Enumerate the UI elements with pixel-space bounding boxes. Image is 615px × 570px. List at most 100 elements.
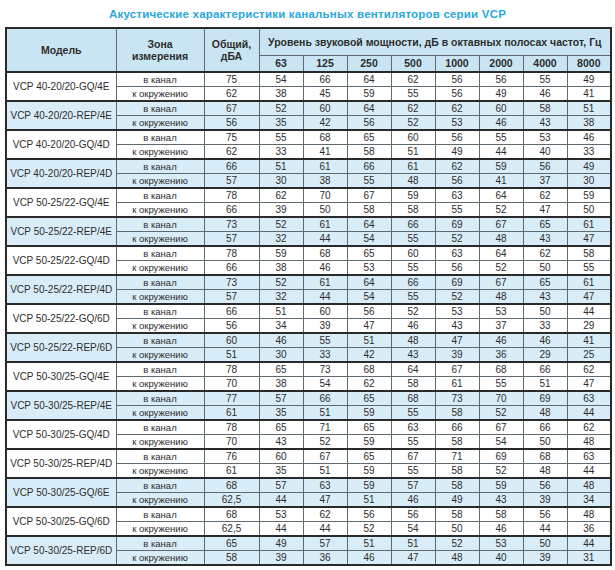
spl-value: 59 [347,435,391,450]
zone-label-in-duct: в канал [116,536,204,551]
total-dba-value: 66 [204,203,259,218]
spl-value: 25 [567,348,611,363]
zone-label-to-environment: к окружению [116,116,204,131]
spl-value: 48 [391,174,435,189]
spl-value: 30 [259,348,303,363]
spl-value: 52 [259,217,303,232]
spl-value: 56 [347,116,391,131]
spl-value: 52 [303,435,347,450]
spl-value: 52 [479,464,523,479]
total-dba-value: 62,5 [204,522,259,537]
zone-label-in-duct: в канал [116,420,204,435]
spl-value: 54 [391,522,435,537]
zone-label-in-duct: в канал [116,333,204,348]
spl-value: 51 [303,464,347,479]
model-name: VCP 50-25/22-GQ/6D [6,304,116,333]
spl-value: 51 [567,101,611,116]
spl-value: 30 [567,174,611,189]
spl-value: 64 [479,246,523,261]
col-header-model: Модель [6,28,116,72]
zone-label-to-environment: к окружению [116,551,204,566]
spl-value: 58 [567,246,611,261]
zone-label-in-duct: в канал [116,507,204,522]
table-row-in-duct: VCP 50-25/22-GQ/6Dв канал665160565253535… [6,304,611,319]
spl-value: 38 [303,174,347,189]
spl-value: 48 [567,478,611,493]
spl-value: 64 [347,275,391,290]
spl-value: 52 [435,290,479,305]
col-header-freq-4000: 4000 [523,56,567,73]
zone-label-in-duct: в канал [116,159,204,174]
spl-value: 62 [391,72,435,87]
spl-value: 45 [303,87,347,102]
spl-value: 66 [391,275,435,290]
zone-label-to-environment: к окружению [116,174,204,189]
zone-label-to-environment: к окружению [116,232,204,247]
spl-value: 69 [523,391,567,406]
total-dba-value: 62 [204,145,259,160]
spl-value: 56 [523,507,567,522]
table-row-in-duct: VCP 50-30/25-GQ/4Eв канал786573686467686… [6,362,611,377]
table-row-in-duct: VCP 50-30/25-GQ/4Dв канал786571656366676… [6,420,611,435]
total-dba-value: 57 [204,290,259,305]
table-row-in-duct: VCP 50-25/22-REP/6Dв канал60465551484746… [6,333,611,348]
spl-value: 52 [479,406,523,421]
spl-value: 43 [523,232,567,247]
spl-value: 41 [303,145,347,160]
spl-value: 54 [479,435,523,450]
spl-value: 55 [479,130,523,145]
spl-value: 57 [303,536,347,551]
spl-value: 52 [259,275,303,290]
spl-value: 43 [479,493,523,508]
spl-value: 66 [391,217,435,232]
zone-label-in-duct: в канал [116,304,204,319]
total-dba-value: 61 [204,406,259,421]
spl-value: 39 [259,203,303,218]
spl-value: 51 [391,145,435,160]
spl-value: 39 [435,348,479,363]
spl-value: 53 [435,304,479,319]
table-row-in-duct: VCP 40-20/20-REP/4Dв канал66516166616259… [6,159,611,174]
spl-value: 60 [259,449,303,464]
spl-value: 70 [479,391,523,406]
col-header-freq-63: 63 [259,56,303,73]
table-row-in-duct: VCP 50-30/25-GQ/6Dв канал685362565658585… [6,507,611,522]
spl-value: 36 [303,551,347,566]
spl-value: 39 [523,551,567,566]
table-row-in-duct: VCP 50-30/25-GQ/6Eв канал685763595758595… [6,478,611,493]
total-dba-value: 78 [204,362,259,377]
zone-label-in-duct: в канал [116,130,204,145]
spl-value: 66 [303,72,347,87]
spl-value: 46 [479,116,523,131]
spl-value: 50 [435,522,479,537]
total-dba-value: 73 [204,275,259,290]
spl-value: 33 [259,145,303,160]
spl-value: 50 [523,304,567,319]
spl-value: 67 [347,188,391,203]
spl-value: 58 [435,464,479,479]
spl-value: 49 [479,87,523,102]
spl-value: 46 [303,261,347,276]
spl-value: 59 [391,188,435,203]
table-row-in-duct: VCP 50-25/22-GQ/4Dв канал785968656063646… [6,246,611,261]
zone-label-in-duct: в канал [116,362,204,377]
spl-value: 46 [347,551,391,566]
spl-value: 58 [479,507,523,522]
spl-value: 68 [303,130,347,145]
spl-value: 44 [479,145,523,160]
spl-value: 47 [303,493,347,508]
spl-value: 53 [347,261,391,276]
total-dba-value: 58 [204,551,259,566]
spl-value: 63 [303,478,347,493]
spl-value: 50 [567,203,611,218]
spl-value: 43 [523,116,567,131]
table-row-in-duct: VCP 40-20/20-GQ/4Dв канал755568656056555… [6,130,611,145]
spl-value: 60 [303,304,347,319]
spl-value: 56 [435,72,479,87]
spl-value: 42 [347,348,391,363]
spl-value: 52 [259,101,303,116]
zone-label-in-duct: в канал [116,478,204,493]
spl-value: 49 [567,72,611,87]
spl-value: 55 [259,130,303,145]
spl-value: 58 [435,406,479,421]
